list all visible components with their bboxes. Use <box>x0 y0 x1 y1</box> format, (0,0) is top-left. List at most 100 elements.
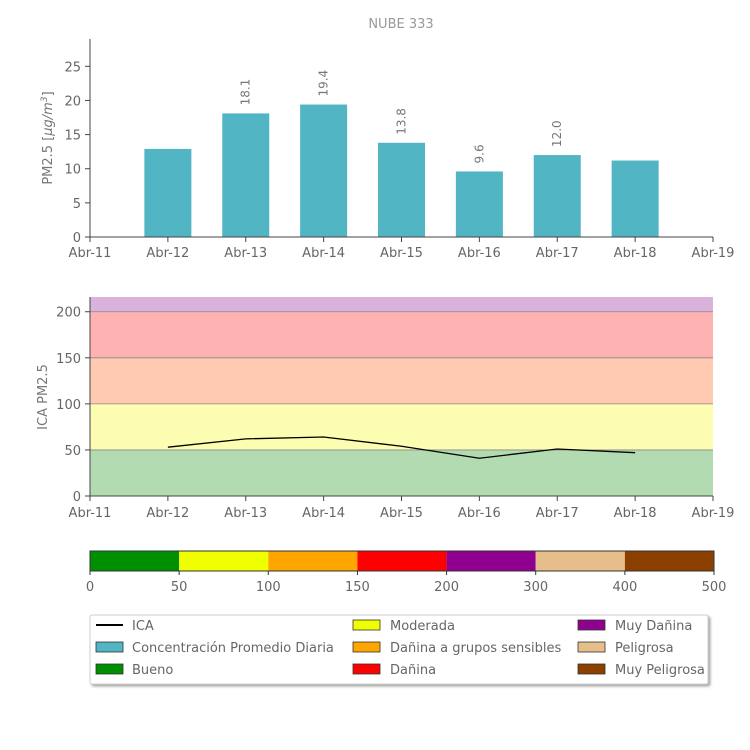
x-tick-label: Abr-13 <box>224 246 267 261</box>
x-tick-label: Abr-15 <box>380 246 423 261</box>
aqi-band-3 <box>90 311 713 358</box>
ica-x-tick-label: Abr-18 <box>614 506 657 521</box>
aqi-band-4 <box>90 297 713 312</box>
legend-item: Dañina <box>352 663 436 678</box>
ica-x-tick-label: Abr-13 <box>224 506 267 521</box>
ica-x-tick-label: Abr-11 <box>69 506 112 521</box>
x-tick-label: Abr-11 <box>69 246 112 261</box>
colorbar-tick-label: 300 <box>523 580 548 595</box>
ica-x-axis: Abr-11 Abr-12 Abr-13 Abr-14 Abr-15 Abr-16 Abr-… <box>69 495 735 521</box>
y-tick-label: 10 <box>64 163 81 178</box>
ica-x-tick-label: Abr-14 <box>302 506 345 521</box>
x-tick-label: Abr-17 <box>536 246 579 261</box>
legend-swatch-box <box>352 619 381 631</box>
y-tick-label: 25 <box>64 60 81 75</box>
legend-label: Dañina a grupos sensibles <box>390 641 561 656</box>
legend-label: Peligrosa <box>615 641 674 656</box>
data-label-abr-17: 12.0 <box>550 120 564 147</box>
bar-abr-15 <box>378 142 425 237</box>
y-tick-label: 20 <box>64 94 81 109</box>
legend-item: Muy Dañina <box>577 619 692 634</box>
data-labels: 18.1 19.4 13.8 9.6 12.0 <box>239 70 565 164</box>
ica-x-tick-label: Abr-19 <box>692 506 735 521</box>
aqi-band-2 <box>90 357 713 404</box>
bar-abr-16 <box>455 171 503 237</box>
legend-swatch-box <box>352 663 381 675</box>
ica-y-tick-label: 200 <box>56 306 81 321</box>
aqi-bands <box>90 297 713 496</box>
bar-abr-13 <box>222 113 270 237</box>
ica-y-tick-label: 100 <box>56 398 81 413</box>
y-tick-label: 0 <box>73 231 81 246</box>
legend-item: Moderada <box>352 619 455 634</box>
legend-label: Dañina <box>390 663 436 678</box>
chart-title: NUBE 333 <box>368 17 433 32</box>
y-axis-label-close: ] <box>41 91 56 96</box>
y-axis: 0 5 10 15 20 25 <box>64 39 91 246</box>
legend-item: ICA <box>96 619 154 634</box>
legend-item: Concentración Promedio Diaria <box>95 641 334 656</box>
colorbar-tick-label: 150 <box>345 580 370 595</box>
bar-abr-14 <box>300 104 348 237</box>
ica-y-tick-label: 0 <box>73 490 81 505</box>
legend-items: ICA Concentración Promedio Diaria Bueno Mod… <box>95 619 705 678</box>
legend-label: Bueno <box>132 663 173 678</box>
ica-y-axis-label: ICA PM2.5 <box>36 364 51 430</box>
legend-label: ICA <box>132 619 154 634</box>
ica-x-tick-label: Abr-15 <box>380 506 423 521</box>
legend-frame <box>89 614 709 685</box>
legend-label: Muy Peligrosa <box>615 663 705 678</box>
y-axis-label-exponent: 3 <box>40 96 50 102</box>
x-tick-label: Abr-19 <box>692 246 735 261</box>
bar-series <box>144 104 659 237</box>
legend: ICA Concentración Promedio Diaria Bueno Mod… <box>89 614 709 685</box>
legend-swatch-box <box>95 641 124 653</box>
colorbar-frame <box>89 550 715 572</box>
y-axis-label: PM2.5 [μg/m3] <box>40 91 56 184</box>
legend-item: Peligrosa <box>577 641 674 656</box>
data-label-abr-14: 19.4 <box>317 70 331 97</box>
legend-swatch-box <box>577 641 606 653</box>
x-tick-label: Abr-16 <box>458 246 501 261</box>
colorbar-segment-4 <box>446 551 536 571</box>
legend-label: Muy Dañina <box>615 619 692 634</box>
aqi-band-1 <box>90 403 713 450</box>
ica-y-tick-label: 50 <box>64 444 81 459</box>
colorbar-tick-label: 100 <box>256 580 281 595</box>
x-axis: Abr-11 Abr-12 Abr-13 Abr-14 Abr-15 Abr-16 Abr-… <box>69 236 735 261</box>
legend-swatch-box <box>577 619 606 631</box>
colorbar-segment-1 <box>179 551 269 571</box>
x-tick-label: Abr-14 <box>302 246 345 261</box>
bar-abr-18 <box>611 160 659 237</box>
pm25-bar-chart: NUBE 333 PM2.5 [μg/m3] 18.1 19.4 13.8 9.6 12… <box>40 17 734 261</box>
legend-item: Bueno <box>95 663 173 678</box>
ica-y-tick-label: 150 <box>56 352 81 367</box>
legend-swatch-box <box>95 663 124 675</box>
legend-label: Moderada <box>390 619 455 634</box>
colorbar-tick-label: 400 <box>612 580 637 595</box>
colorbar-tick-label: 200 <box>434 580 459 595</box>
colorbar-segment-2 <box>268 551 358 571</box>
legend-swatch-box <box>352 641 381 653</box>
legend-label: Concentración Promedio Diaria <box>132 641 334 656</box>
colorbar-segment-5 <box>535 551 625 571</box>
data-label-abr-16: 9.6 <box>472 144 486 163</box>
legend-item: Muy Peligrosa <box>577 663 705 678</box>
colorbar-tick-label: 500 <box>702 580 727 595</box>
aqi-band-0 <box>90 449 713 496</box>
data-label-abr-13: 18.1 <box>239 79 253 106</box>
colorbar-segment-0 <box>90 551 180 571</box>
colorbar-segment-3 <box>357 551 447 571</box>
ica-line <box>167 436 636 459</box>
colorbar-tick-label: 0 <box>86 580 94 595</box>
band-gridlines <box>90 311 713 451</box>
x-tick-label: Abr-18 <box>614 246 657 261</box>
aqi-colorbar: 0 50 100 150 200 300 400 500 <box>86 550 727 595</box>
ica-y-axis: 0 50 100 150 200 <box>56 297 91 505</box>
ica-x-tick-label: Abr-16 <box>458 506 501 521</box>
colorbar-segment-6 <box>624 551 714 571</box>
bar-abr-12 <box>144 148 192 237</box>
bar-abr-17 <box>533 155 581 237</box>
